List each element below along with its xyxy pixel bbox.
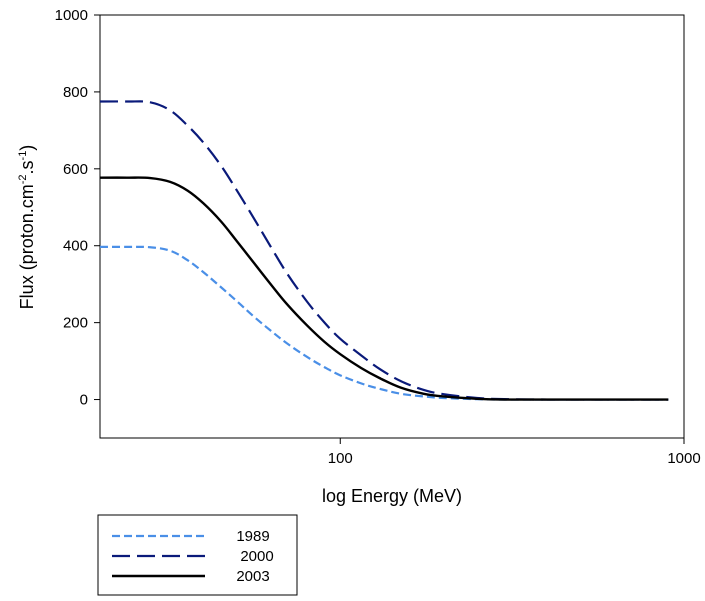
y-axis-title: Flux (proton.cm-2.s-1) bbox=[17, 145, 37, 310]
x-axis-title: log Energy (MeV) bbox=[322, 486, 462, 506]
x-tick-label-100: 100 bbox=[328, 450, 353, 467]
legend-items: 1989 2000 2003 bbox=[112, 528, 274, 585]
y-tick-label-400: 400 bbox=[63, 238, 88, 255]
y-axis-title-sup1: -2 bbox=[17, 174, 29, 184]
x-axis: 100 1000 bbox=[328, 438, 701, 467]
y-axis-title-post: ) bbox=[17, 145, 37, 151]
series-line-2000 bbox=[99, 100, 669, 401]
y-axis: 0 200 400 600 800 1000 bbox=[55, 7, 100, 409]
y-tick-label-800: 800 bbox=[63, 84, 88, 101]
y-tick-label-0: 0 bbox=[80, 392, 88, 409]
y-axis-title-sup2: -1 bbox=[17, 151, 29, 161]
y-tick-label-1000: 1000 bbox=[55, 7, 88, 24]
series-layer bbox=[99, 100, 669, 401]
plot-area bbox=[99, 14, 685, 439]
legend-label-2003: 2003 bbox=[236, 568, 269, 585]
legend: 1989 2000 2003 bbox=[97, 514, 298, 596]
legend-label-2000: 2000 bbox=[240, 548, 273, 565]
y-axis-title-pre: Flux (proton.cm bbox=[17, 184, 37, 309]
legend-label-1989: 1989 bbox=[236, 528, 269, 545]
series-line-2003 bbox=[99, 176, 669, 401]
series-line-1989 bbox=[99, 245, 669, 401]
x-tick-label-1000: 1000 bbox=[667, 450, 700, 467]
y-axis-title-mid: .s bbox=[17, 160, 37, 174]
y-tick-label-600: 600 bbox=[63, 161, 88, 178]
y-tick-label-200: 200 bbox=[63, 315, 88, 332]
